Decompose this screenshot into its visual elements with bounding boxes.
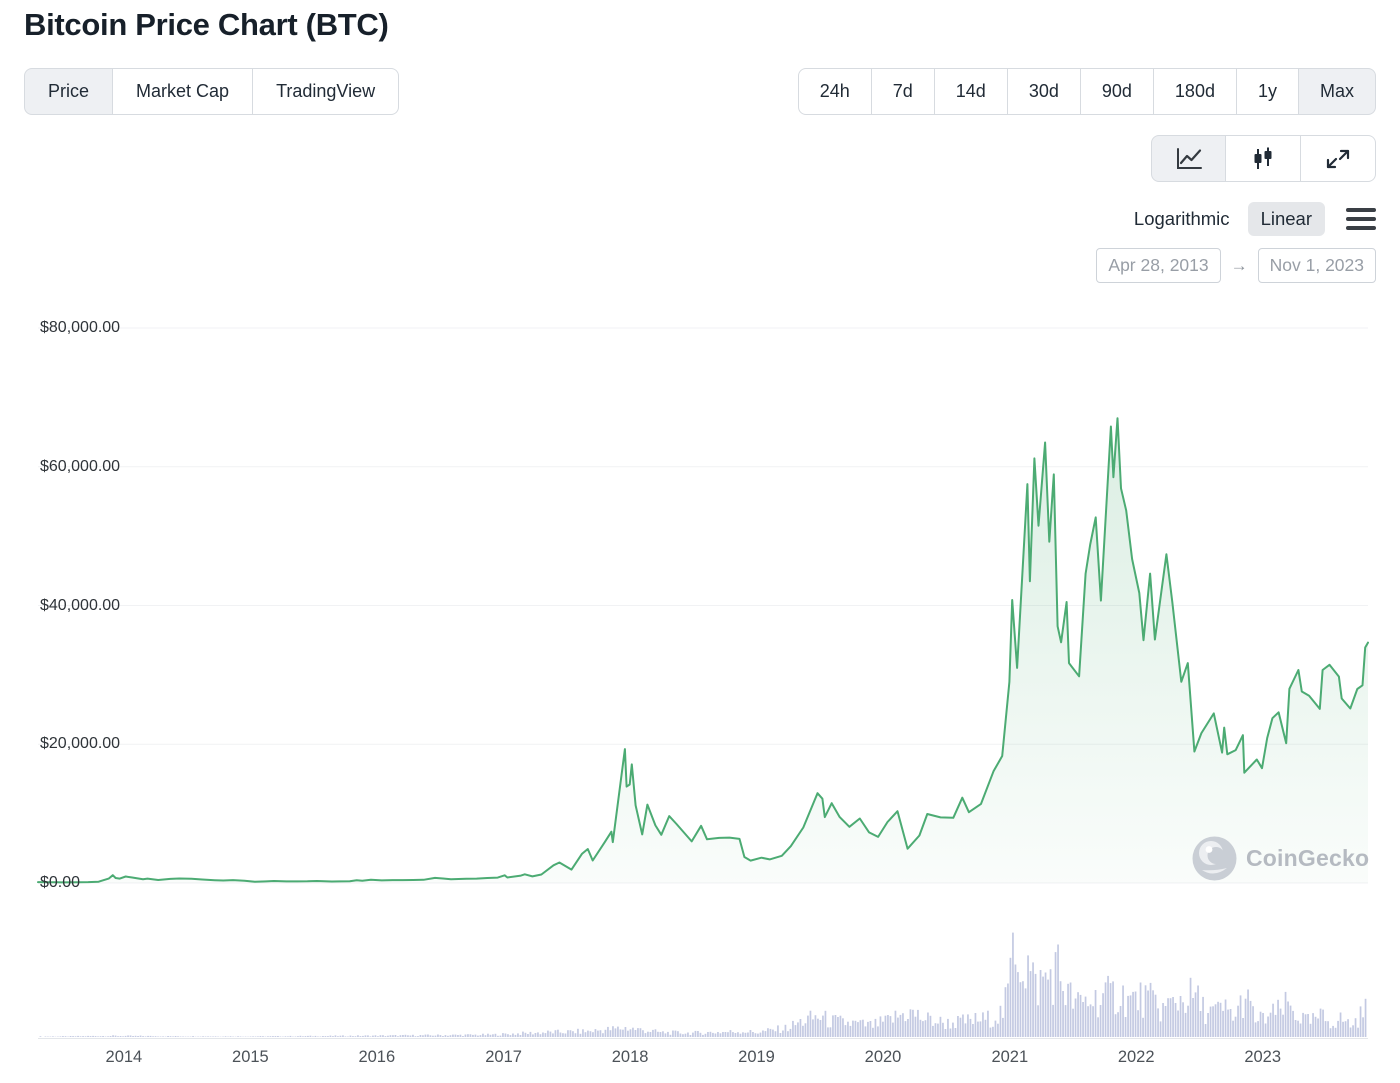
start-date-input[interactable]: Apr 28, 2013 — [1096, 248, 1221, 283]
date-range-arrow-icon: → — [1230, 255, 1248, 275]
x-axis-label: 2018 — [611, 1048, 649, 1066]
range-button-1y[interactable]: 1y — [1236, 68, 1299, 115]
x-axis-label: 2022 — [1117, 1048, 1155, 1066]
x-axis-label: 2021 — [991, 1048, 1029, 1066]
tab-tradingview[interactable]: TradingView — [253, 68, 400, 115]
coingecko-logo-icon — [1192, 836, 1237, 881]
coingecko-watermark: CoinGecko — [1192, 836, 1369, 881]
y-axis-label: $40,000.00 — [40, 596, 121, 614]
range-button-180d[interactable]: 180d — [1153, 68, 1237, 115]
tab-price[interactable]: Price — [24, 68, 114, 115]
x-axis-label: 2023 — [1244, 1048, 1282, 1066]
watermark-label: CoinGecko — [1246, 845, 1370, 871]
range-button-30d[interactable]: 30d — [1007, 68, 1081, 115]
x-axis-label: 2014 — [105, 1048, 143, 1066]
range-button-7d[interactable]: 7d — [871, 68, 935, 115]
chart-tabs-group: Price Market Cap TradingView — [24, 68, 400, 115]
candlestick-icon — [1254, 147, 1272, 169]
y-axis-label: $20,000.00 — [40, 735, 121, 753]
x-axis-label: 2016 — [358, 1048, 396, 1066]
end-date-input[interactable]: Nov 1, 2023 — [1257, 248, 1376, 283]
date-range-row: Apr 28, 2013 → Nov 1, 2023 — [1096, 248, 1376, 283]
range-button-14d[interactable]: 14d — [934, 68, 1008, 115]
range-button-max[interactable]: Max — [1298, 68, 1376, 115]
range-button-90d[interactable]: 90d — [1080, 68, 1154, 115]
y-axis-label: $80,000.00 — [40, 319, 121, 336]
fullscreen-icon — [1326, 149, 1350, 168]
x-axis-label: 2019 — [738, 1048, 775, 1066]
page-title: Bitcoin Price Chart (BTC) — [24, 7, 389, 42]
line-chart-type-button[interactable] — [1151, 135, 1226, 182]
x-axis-label: 2015 — [232, 1048, 269, 1066]
fullscreen-button[interactable] — [1301, 135, 1376, 182]
range-buttons-group: 24h 7d 14d 30d 90d 180d 1y Max — [797, 68, 1376, 115]
line-chart-icon — [1176, 147, 1202, 169]
candlestick-chart-type-button[interactable] — [1226, 135, 1301, 182]
y-axis-label: $60,000.00 — [40, 457, 121, 475]
chart-type-group — [1151, 135, 1376, 182]
scale-toggle-row: Logarithmic Linear — [1130, 202, 1376, 236]
hamburger-menu-button[interactable] — [1346, 208, 1376, 230]
range-button-24h[interactable]: 24h — [797, 68, 872, 115]
y-axis-label: $0.00 — [40, 874, 81, 891]
x-axis-label: 2020 — [864, 1048, 902, 1066]
scale-logarithmic[interactable]: Logarithmic — [1133, 208, 1230, 229]
hamburger-icon — [1346, 208, 1376, 212]
x-axis-label: 2017 — [485, 1048, 522, 1066]
tab-market-cap[interactable]: Market Cap — [113, 68, 254, 115]
scale-options: Logarithmic Linear — [1130, 202, 1325, 236]
scale-linear[interactable]: Linear — [1247, 202, 1325, 236]
